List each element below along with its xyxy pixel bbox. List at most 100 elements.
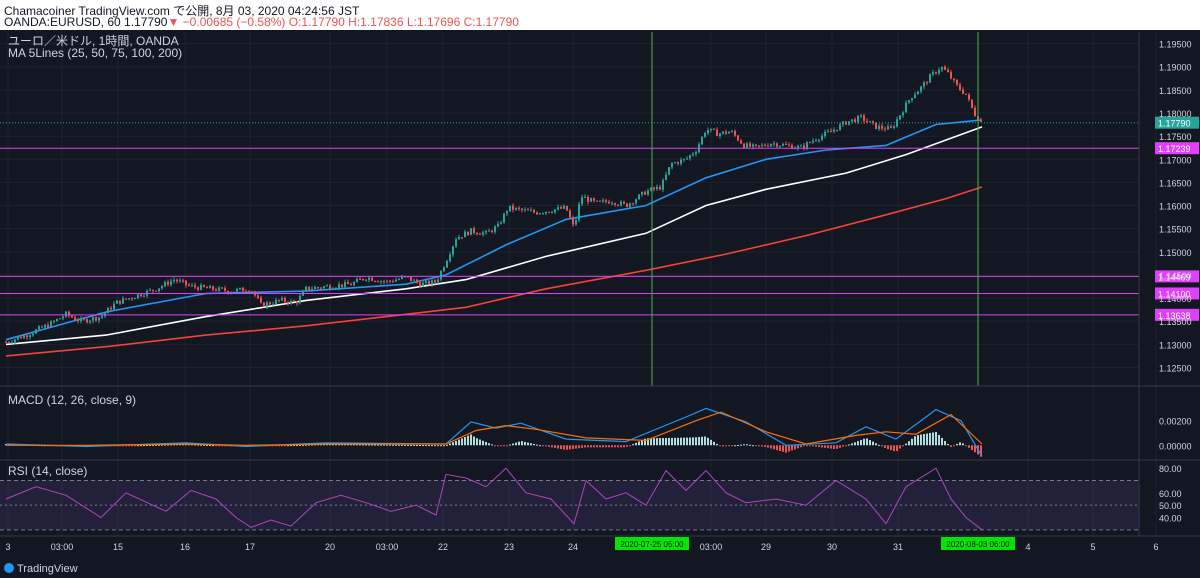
macd-histogram-bar (212, 445, 214, 447)
rsi-tick-label: 60.00 (1159, 489, 1182, 499)
candle-body (596, 200, 598, 202)
candle-body (758, 145, 760, 147)
candle-body (71, 315, 73, 318)
macd-histogram-bar (464, 437, 466, 446)
candle-body (68, 311, 70, 316)
macd-histogram-bar (623, 445, 625, 448)
macd-histogram-bar (911, 438, 913, 446)
candle-body (797, 145, 799, 149)
macd-histogram-bar (686, 437, 688, 446)
tradingview-logo[interactable]: TradingView (4, 563, 78, 575)
macd-histogram-bar (536, 444, 538, 446)
candle-body (461, 237, 463, 239)
macd-histogram-bar (503, 445, 505, 447)
macd-histogram-bar (512, 443, 514, 446)
candle-body (695, 152, 697, 154)
candle-body (647, 190, 649, 195)
candle-body (158, 288, 160, 292)
macd-histogram-bar (893, 445, 895, 452)
candle-body (947, 69, 949, 73)
macd-histogram-bar (413, 444, 415, 446)
candle-body (650, 187, 652, 191)
macd-histogram-bar (131, 445, 133, 447)
candle-body (830, 131, 832, 133)
candle-body (749, 143, 751, 147)
candle-body (764, 144, 766, 146)
macd-histogram-bar (470, 434, 472, 446)
macd-histogram-bar (746, 444, 748, 446)
macd-histogram-bar (965, 445, 967, 447)
candle-body (557, 207, 559, 210)
candle-body (680, 159, 682, 164)
candle-body (578, 204, 580, 221)
candle-body (296, 301, 298, 304)
time-tick-label: 3 (5, 542, 10, 552)
candle-body (56, 318, 58, 322)
price-tick-label: 1.19000 (1159, 63, 1192, 73)
macd-histogram-bar (143, 445, 145, 447)
macd-histogram-bar (545, 445, 547, 447)
macd-histogram-bar (416, 444, 418, 446)
candle-body (236, 289, 238, 292)
macd-histogram-bar (209, 445, 211, 447)
candle-body (278, 299, 280, 301)
candle-body (92, 317, 94, 321)
candle-body (374, 280, 376, 282)
macd-histogram-bar (221, 445, 223, 447)
macd-histogram-bar (473, 436, 475, 446)
candle-body (506, 211, 508, 214)
candle-body (281, 297, 283, 301)
candle-body (635, 199, 637, 204)
rsi-line (5, 467, 983, 531)
candle-body (17, 337, 19, 340)
macd-histogram-bar (788, 445, 790, 452)
candle-body (959, 84, 961, 90)
time-tick-label: 03:00 (376, 542, 399, 552)
price-tick-label: 1.15000 (1159, 248, 1192, 258)
candle-body (251, 291, 253, 293)
macd-histogram-bar (878, 444, 880, 446)
macd-histogram-bar (968, 445, 970, 448)
macd-histogram-bar (908, 441, 910, 446)
footer: TradingView (0, 562, 1200, 578)
macd-histogram-bar (887, 445, 889, 450)
candle-body (269, 302, 271, 305)
macd-histogram-bar (839, 445, 841, 448)
candle-body (188, 284, 190, 286)
candle-body (746, 143, 748, 149)
time-tick-label: 6 (1153, 542, 1158, 552)
candle-body (74, 317, 76, 320)
candle-body (602, 200, 604, 202)
time-tick-label: 15 (113, 542, 123, 552)
candle-body (899, 115, 901, 120)
candle-body (233, 291, 235, 293)
macd-histogram-bar (824, 445, 826, 448)
candle-body (770, 143, 772, 147)
candle-body (566, 205, 568, 211)
candle-body (422, 282, 424, 287)
candle-body (83, 318, 85, 320)
candle-body (101, 315, 103, 318)
ma-line-1 (5, 126, 983, 346)
time-tick-label: 24 (568, 542, 578, 552)
macd-histogram-bar (476, 438, 478, 446)
candle-body (119, 300, 121, 304)
candle-body (575, 220, 577, 225)
macd-histogram-bar (863, 438, 865, 446)
candle-body (410, 276, 412, 281)
ma-line-2 (5, 186, 983, 357)
candle-body (212, 286, 214, 290)
macd-histogram-bar (869, 440, 871, 446)
macd-histogram-bar (518, 441, 520, 446)
macd-pane: 0.00200 0.00000 (5, 407, 1192, 457)
candle-body (392, 281, 394, 283)
price-tick-label: 1.15500 (1159, 225, 1192, 235)
candle-body (482, 232, 484, 235)
macd-histogram-bar (506, 445, 508, 447)
macd-histogram-bar (173, 444, 175, 446)
candle-body (29, 335, 31, 338)
candle-body (674, 162, 676, 164)
macd-histogram-bar (752, 445, 754, 447)
candle-body (167, 281, 169, 285)
candle-body (488, 230, 490, 232)
